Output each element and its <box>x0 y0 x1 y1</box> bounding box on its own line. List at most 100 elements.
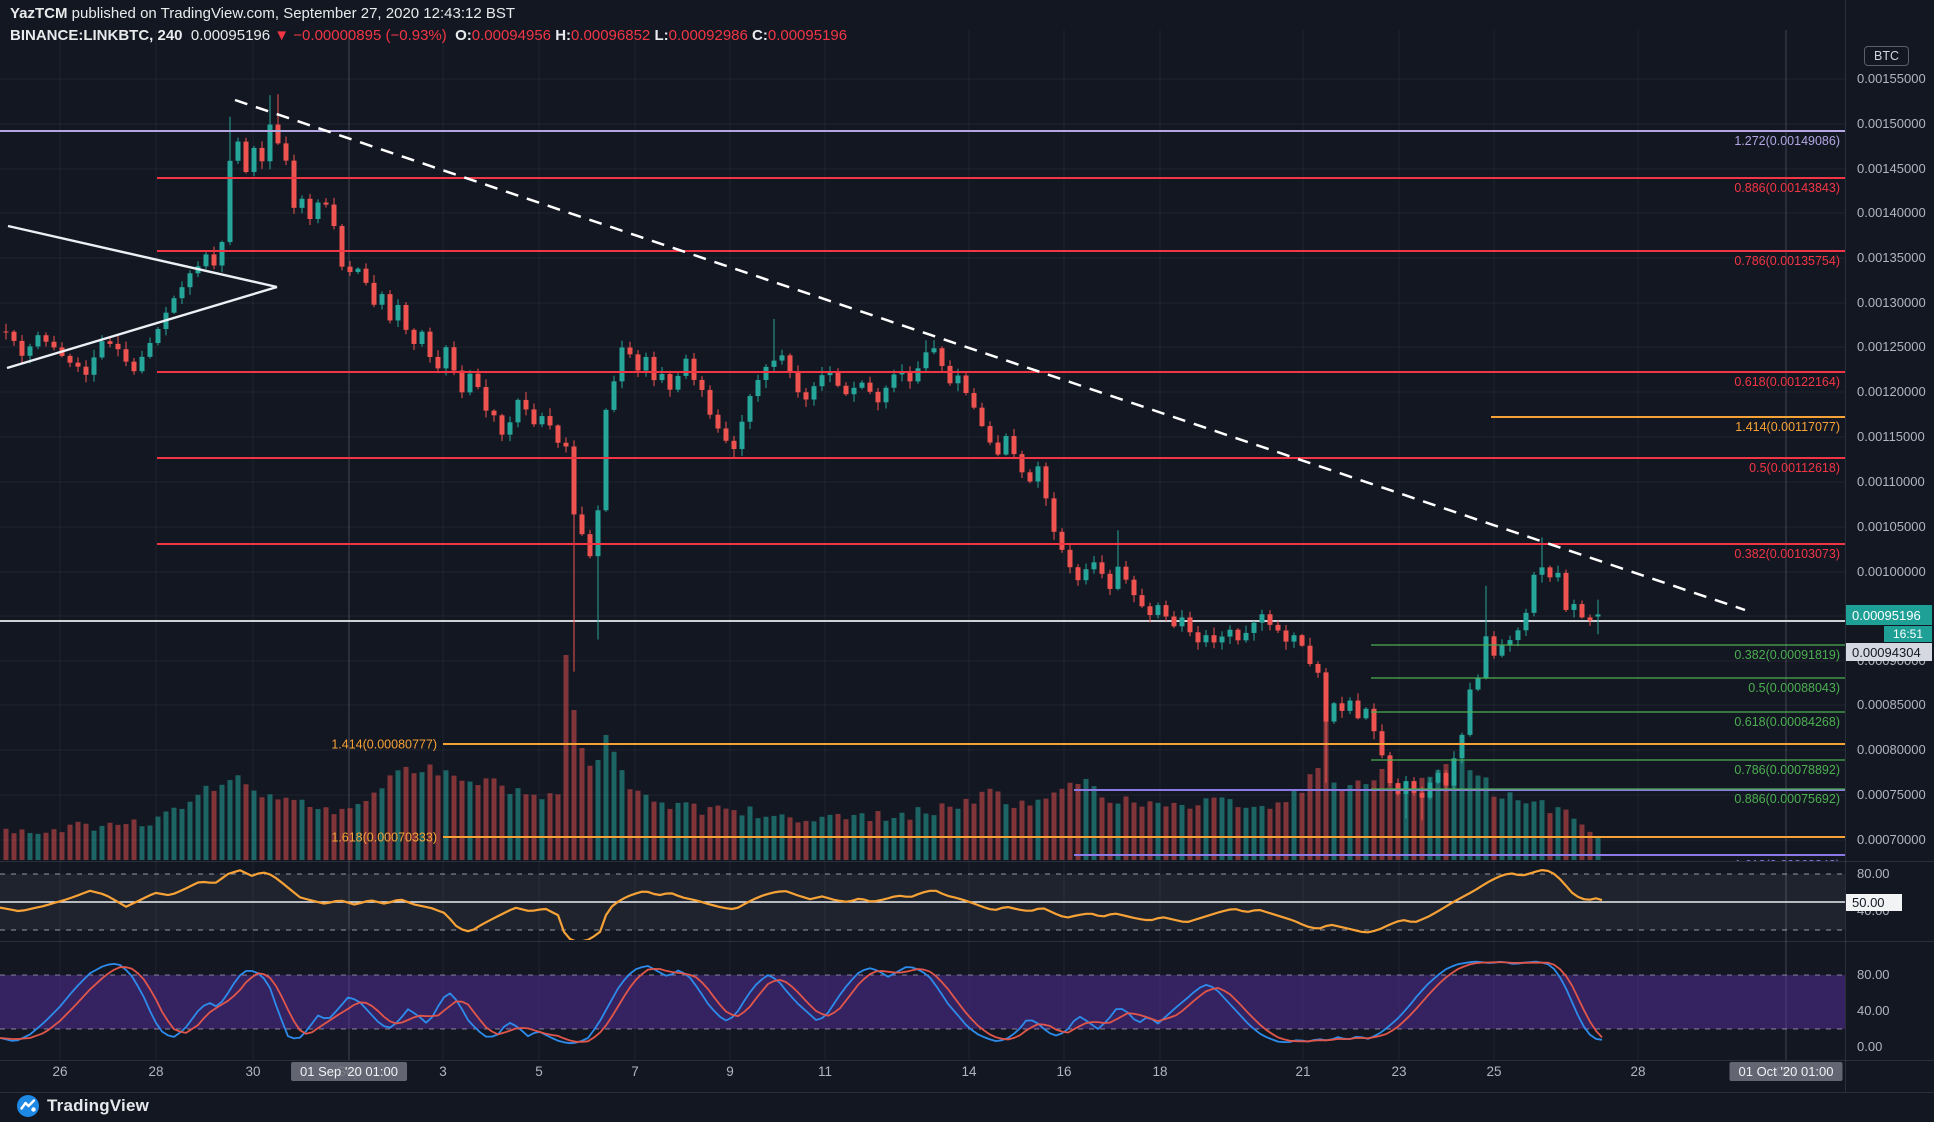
candle <box>219 242 225 266</box>
legend-part: 0.00092986 <box>668 27 753 44</box>
volume-bar <box>619 770 625 860</box>
candle <box>787 355 793 372</box>
volume-bar <box>1267 808 1273 860</box>
candle <box>1187 617 1193 633</box>
candle <box>715 414 721 429</box>
volume-bar <box>1051 792 1057 860</box>
tradingview-logo[interactable]: TradingView <box>16 1094 149 1118</box>
pane-separator[interactable] <box>0 1060 1934 1061</box>
candle <box>755 379 761 397</box>
candle <box>875 391 881 403</box>
time-tick-label: 18 <box>1152 1064 1168 1079</box>
volume-bar <box>1179 804 1185 860</box>
candle <box>659 373 665 381</box>
candle <box>555 425 561 443</box>
descending-trendline[interactable] <box>234 98 1746 612</box>
candle <box>1003 436 1009 455</box>
volume-bar <box>627 789 633 860</box>
volume-bar <box>459 780 465 860</box>
time-tick-label: 28 <box>1630 1064 1646 1079</box>
volume-bar <box>1579 824 1585 860</box>
candle <box>1235 629 1241 641</box>
candle <box>99 341 105 358</box>
author-name: YazTCM <box>10 5 68 22</box>
candle <box>547 416 553 426</box>
pennant-line[interactable] <box>6 285 278 370</box>
rsi-value-tag: 50.00 <box>1846 894 1902 911</box>
candle <box>779 355 785 361</box>
candle <box>1275 624 1281 631</box>
candle <box>1579 604 1585 618</box>
last-price-tag: 0.00095196 <box>1846 605 1932 625</box>
month-start-tag: 01 Oct '20 01:00 <box>1729 1062 1843 1081</box>
candle <box>1019 454 1025 473</box>
candle <box>939 348 945 366</box>
pennant-line[interactable] <box>7 224 278 289</box>
symbol-legend[interactable]: BINANCE:LINKBTC, 240 0.00095196 ▼ −0.000… <box>10 27 847 44</box>
volume-bar <box>995 791 1001 860</box>
volume-bar <box>531 794 537 860</box>
candle <box>251 147 257 173</box>
volume-bar <box>219 784 225 860</box>
fib-label: 1.618(0.00068348) <box>1734 858 1840 872</box>
volume-bar <box>691 803 697 860</box>
candle <box>179 287 185 299</box>
price-tick-label: 0.00145000 <box>1857 161 1926 176</box>
volume-bar <box>1371 780 1377 860</box>
candle <box>1595 614 1601 617</box>
volume-bar <box>707 807 713 860</box>
price-tick-label: 0.00105000 <box>1857 519 1926 534</box>
candle <box>323 202 329 205</box>
indicator-tick-label: 40.00 <box>1857 1003 1890 1018</box>
candle <box>1139 595 1145 607</box>
candle <box>595 510 601 557</box>
volume-bar <box>963 798 969 860</box>
candle <box>331 204 337 227</box>
candle <box>203 254 209 267</box>
pane-separator[interactable] <box>0 861 1934 862</box>
price-tick-label: 0.00075000 <box>1857 787 1926 802</box>
stoch-band <box>0 975 1845 1029</box>
time-tick-label: 7 <box>631 1064 639 1079</box>
price-tick-label: 0.00110000 <box>1857 474 1925 489</box>
candle <box>859 382 865 388</box>
candle <box>899 372 905 375</box>
volume-bar <box>755 818 761 860</box>
volume-bar <box>443 770 449 860</box>
candle <box>1587 617 1593 621</box>
volume-bar <box>419 772 425 860</box>
candle <box>1267 614 1273 625</box>
volume-bar <box>187 801 193 860</box>
volume-bar <box>1427 776 1433 860</box>
candle <box>1307 645 1313 664</box>
axis-separator[interactable] <box>1845 0 1846 1092</box>
fib-label: 1.272(0.00149086) <box>1734 134 1840 148</box>
fib-levels[interactable]: 1.272(0.00149086) 0.886(0.00143843) 0.786(… <box>0 130 1845 872</box>
volume-bar <box>435 775 441 860</box>
volume-bar <box>1115 803 1121 860</box>
candle <box>1147 606 1153 616</box>
volume-bar <box>811 821 817 860</box>
volume-bar <box>203 785 209 860</box>
candle <box>211 254 217 266</box>
volume-bar <box>667 808 673 860</box>
pane-separator[interactable] <box>0 1092 1934 1093</box>
volume-bar <box>1275 802 1281 860</box>
volume-bar <box>1299 792 1305 860</box>
volume-bar <box>1123 796 1129 860</box>
volume-bar <box>1307 774 1313 860</box>
volume-bar <box>1235 807 1241 860</box>
candle <box>1507 640 1513 646</box>
volume-bar <box>27 832 33 860</box>
volume-bar <box>139 826 145 860</box>
pane-separator[interactable] <box>0 941 1934 942</box>
volume-bar <box>259 797 265 860</box>
candle <box>1435 772 1441 783</box>
volume-bar <box>275 799 281 860</box>
volume-bar <box>339 808 345 860</box>
volume-bar <box>155 816 161 860</box>
quote-currency-badge[interactable]: BTC <box>1864 46 1909 66</box>
candle <box>139 356 145 372</box>
candle <box>619 347 625 382</box>
